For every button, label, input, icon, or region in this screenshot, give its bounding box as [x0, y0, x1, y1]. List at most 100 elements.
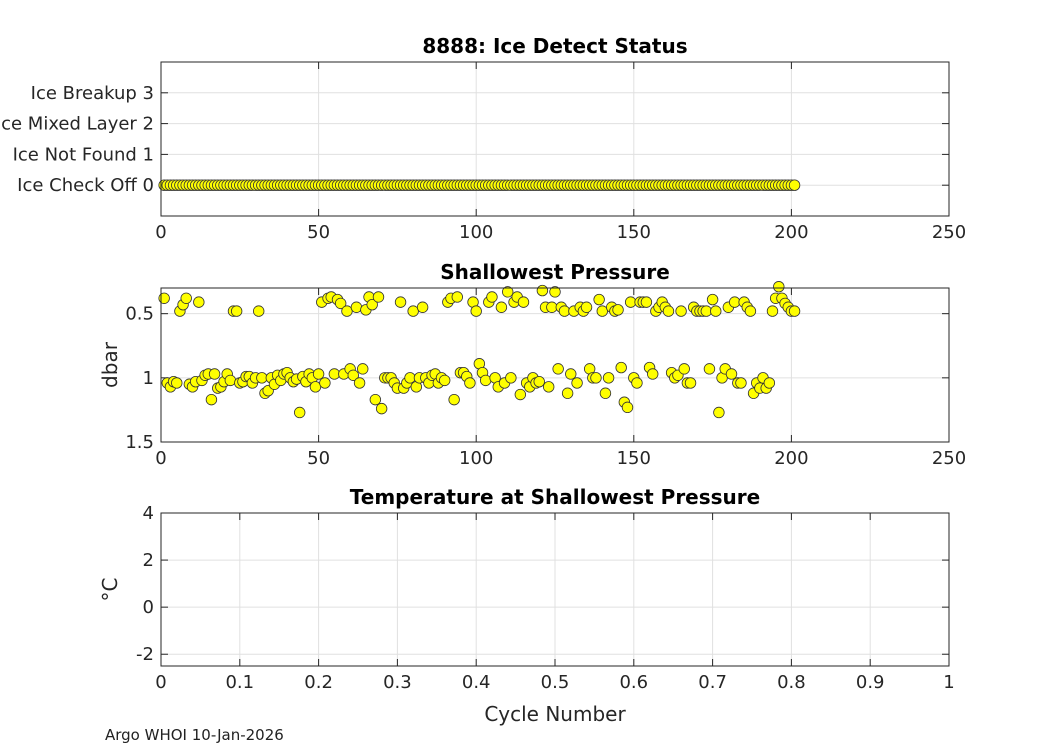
data-point [350, 301, 363, 313]
x-tick-label: 0 [155, 222, 166, 243]
data-point [372, 291, 385, 303]
data-point [700, 305, 712, 317]
axes-box [160, 512, 950, 667]
data-point [171, 377, 183, 389]
data-point [505, 372, 517, 384]
x-tick-label: 1 [943, 672, 954, 693]
data-point [334, 297, 347, 310]
data-point [208, 368, 221, 380]
data-point [375, 402, 388, 415]
x-tick-label: 100 [459, 222, 493, 243]
data-point [763, 377, 776, 389]
data-point [788, 179, 801, 191]
data-point [502, 286, 514, 298]
x-tick-label: 250 [932, 222, 966, 243]
data-point [224, 374, 237, 387]
data-point [180, 292, 192, 304]
data-point [725, 368, 738, 380]
data-point [728, 296, 741, 308]
y-tick-label: 0.5 [125, 304, 154, 325]
x-tick-label: 0.5 [541, 672, 570, 693]
x-tick-label: 250 [932, 448, 966, 469]
data-point [451, 291, 463, 303]
data-point [366, 298, 378, 311]
data-point [602, 372, 615, 384]
data-point [407, 305, 419, 317]
y-tick-label: 4 [143, 503, 154, 524]
x-tick-label: 0.4 [462, 672, 491, 693]
x-tick-label: 0.7 [698, 672, 727, 693]
data-point [312, 368, 325, 380]
y-axis-label: dbar [98, 341, 122, 388]
data-point [647, 368, 659, 380]
chart-title: 8888: Ice Detect Status [422, 34, 687, 58]
data-point [158, 292, 170, 304]
y-tick-label: 0 [143, 597, 154, 618]
data-point [464, 377, 476, 389]
data-point [561, 387, 574, 399]
y-tick-label: -2 [136, 644, 154, 665]
data-point [542, 381, 555, 393]
data-point [596, 305, 608, 317]
data-point [205, 393, 218, 406]
data-point [486, 291, 498, 303]
x-tick-label: 0.3 [383, 672, 412, 693]
data-point [394, 296, 407, 308]
x-tick-label: 50 [307, 222, 330, 243]
chart-title: Temperature at Shallowest Pressure [350, 485, 760, 509]
data-point [703, 363, 716, 375]
data-point [713, 406, 725, 419]
data-point [788, 305, 801, 317]
x-axis-label: Cycle Number [484, 702, 626, 726]
x-tick-label: 0 [155, 672, 166, 693]
pressure-panel: 0 50 100 150 200 250 0.5 1 1.5 Shallowest Pressur… [98, 260, 966, 469]
axes-box [160, 287, 950, 443]
data-point [773, 281, 785, 293]
x-tick-label: 150 [617, 448, 651, 469]
data-point [341, 305, 353, 317]
x-tick-label: 0.8 [777, 672, 806, 693]
data-point [479, 374, 492, 387]
data-point [328, 368, 341, 380]
data-point [514, 388, 527, 401]
data-point [193, 296, 205, 308]
data-point [319, 377, 331, 389]
data-point [580, 301, 593, 313]
data-point [565, 368, 577, 380]
x-tick-label: 150 [617, 222, 651, 243]
x-tick-label: 0.6 [619, 672, 648, 693]
data-point [558, 305, 571, 317]
data-point [369, 393, 382, 406]
data-point [640, 296, 653, 308]
data-point [517, 296, 530, 308]
x-tick-label: 200 [774, 222, 808, 243]
data-point [599, 387, 612, 399]
data-point [347, 369, 359, 381]
data-point [593, 293, 605, 306]
data-point [448, 393, 460, 406]
data-point [353, 377, 366, 389]
data-point [438, 374, 451, 387]
ice-status-panel: 0 50 100 150 200 250 Ice Check Off 0 Ice Not Fo… [0, 34, 966, 243]
data-point [571, 377, 583, 389]
data-point [631, 377, 643, 389]
data-point [675, 305, 687, 317]
chart-title: Shallowest Pressure [440, 260, 670, 284]
y-tick-label: 1.5 [125, 432, 154, 453]
data-point [533, 375, 545, 388]
x-tick-label: 200 [774, 448, 808, 469]
data-point [552, 363, 564, 375]
data-point [624, 296, 637, 308]
data-point [293, 406, 306, 419]
data-point [710, 305, 722, 317]
y-tick-label: Ice Check Off 0 [17, 175, 154, 196]
data-point [546, 301, 558, 313]
data-point [404, 372, 416, 384]
data-point [612, 304, 624, 316]
data-point [590, 372, 602, 384]
data-point [309, 381, 322, 393]
x-tick-label: 0.1 [225, 672, 254, 693]
data-point [357, 363, 369, 375]
axes-box [160, 61, 950, 217]
